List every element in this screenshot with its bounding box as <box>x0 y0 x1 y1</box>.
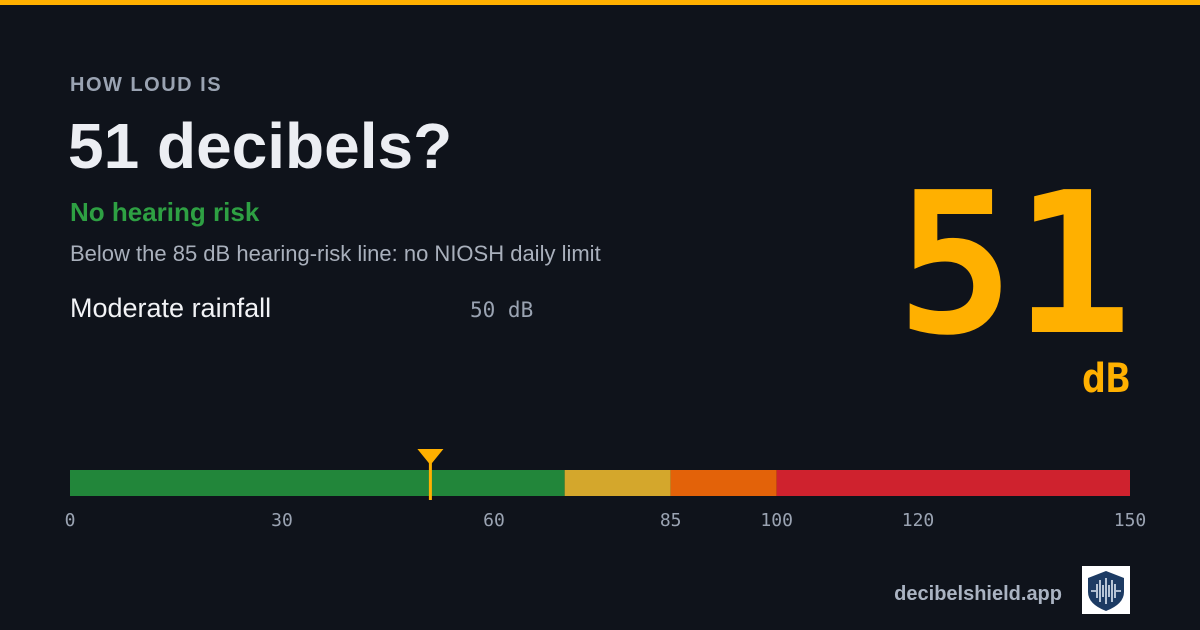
scale-segment <box>776 470 1130 496</box>
top-border <box>0 0 1200 5</box>
comparison-name: Moderate rainfall <box>70 293 271 323</box>
logo <box>1082 566 1130 614</box>
reading-value: 51 <box>896 151 1132 379</box>
tick-label: 85 <box>660 510 682 531</box>
site: decibelshield.app <box>894 583 1062 605</box>
marker-head <box>417 449 444 465</box>
risk-description: Below the 85 dB hearing-risk line: no NI… <box>70 241 601 266</box>
scale-segment <box>70 470 565 496</box>
tick-label: 100 <box>760 510 793 531</box>
scale: 0 30 60 85 100 120 150 <box>65 449 1147 531</box>
tick-label: 150 <box>1114 510 1147 531</box>
reading-unit: dB <box>1082 356 1130 402</box>
tick-label: 120 <box>902 510 935 531</box>
risk-label: No hearing risk <box>70 197 260 227</box>
title: 51 decibels? <box>68 110 452 182</box>
comparison-level: 50 dB <box>470 298 533 322</box>
tick-label: 0 <box>65 510 76 531</box>
scale-segment <box>564 470 671 496</box>
tick-label: 30 <box>271 510 293 531</box>
scale-segment <box>670 470 777 496</box>
kicker: HOW LOUD IS <box>70 74 222 96</box>
tick-label: 60 <box>483 510 505 531</box>
